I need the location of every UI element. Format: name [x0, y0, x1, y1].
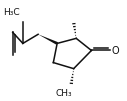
Text: H₃C: H₃C: [3, 8, 20, 17]
Polygon shape: [38, 34, 58, 45]
Text: CH₃: CH₃: [56, 89, 72, 98]
Text: O: O: [111, 46, 119, 56]
